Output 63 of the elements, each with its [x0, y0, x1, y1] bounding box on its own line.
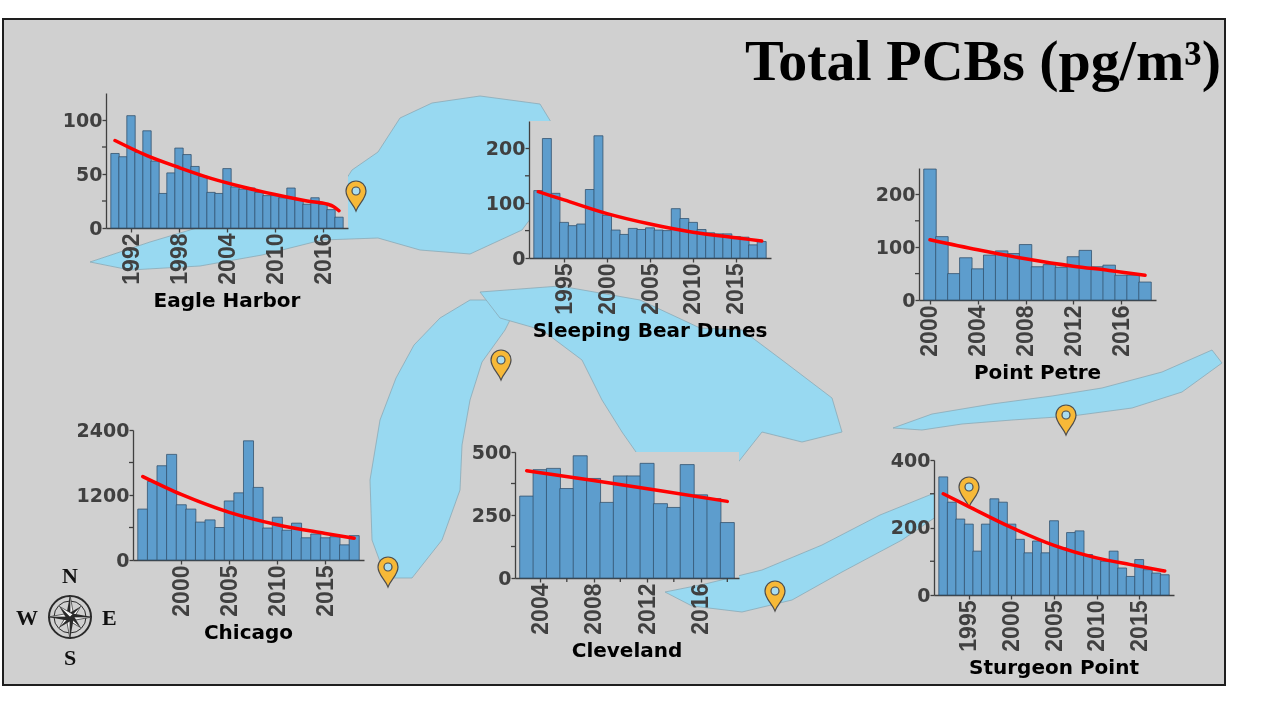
- text: S: [63, 645, 77, 670]
- x-tick-label: 2010: [679, 263, 706, 315]
- text: Chicago: [203, 620, 294, 645]
- y-tick-label: 0: [116, 548, 130, 571]
- y-tick-label: 200: [875, 182, 916, 205]
- x-tick-label: 2015: [311, 565, 338, 617]
- text: Sturgeon Point: [969, 655, 1140, 680]
- y-tick-label: 50: [76, 162, 103, 185]
- x-tick-label: 2016: [1107, 305, 1134, 357]
- x-tick-label: 2004: [964, 305, 991, 357]
- line-series: [941, 492, 1167, 573]
- line-series: [141, 474, 356, 541]
- x-tick-label: 1992: [117, 233, 144, 285]
- x-tick-label: 1998: [165, 233, 192, 285]
- y-tick-label: 100: [875, 235, 916, 258]
- x-tick-label: 2004: [213, 233, 240, 285]
- x-tick-label: 2005: [636, 263, 663, 315]
- y-tick-label: 1200: [76, 483, 130, 506]
- x-tick-label: 2008: [1012, 305, 1039, 357]
- y-tick-label: 500: [471, 440, 512, 463]
- x-tick-label: 2016: [309, 233, 336, 285]
- x-tick-label: 1995: [550, 263, 577, 315]
- y-tick-label: 2400: [76, 418, 130, 441]
- text: E: [102, 605, 117, 630]
- x-tick-label: 2008: [580, 583, 607, 635]
- text: Total PCBs (pg/m³): [744, 28, 1221, 93]
- y-tick-label: 0: [89, 216, 103, 239]
- x-tick-label: 2000: [997, 600, 1024, 652]
- x-tick-label: 2010: [263, 565, 290, 617]
- line-series: [113, 138, 341, 213]
- text: Cleveland: [571, 638, 683, 663]
- text: W: [16, 605, 38, 630]
- x-tick-label: 2004: [526, 583, 553, 635]
- x-tick-label: 2012: [1059, 305, 1086, 357]
- x-tick-label: 2000: [167, 565, 194, 617]
- x-tick-label: 2016: [687, 583, 714, 635]
- y-tick-label: 0: [902, 288, 916, 311]
- x-tick-label: 2015: [722, 263, 749, 315]
- y-tick-label: 0: [917, 583, 931, 606]
- line-series: [524, 468, 730, 504]
- line-series: [536, 189, 764, 243]
- x-tick-label: 2010: [1083, 600, 1110, 652]
- x-tick-label: 2015: [1125, 600, 1152, 652]
- x-tick-label: 2000: [593, 263, 620, 315]
- y-tick-label: 0: [498, 566, 512, 589]
- x-tick-label: 2000: [916, 305, 943, 357]
- y-tick-label: 100: [485, 191, 526, 214]
- y-tick-label: 0: [512, 246, 526, 269]
- y-tick-label: 100: [62, 108, 103, 131]
- text: Sleeping Bear Dunes: [532, 318, 768, 343]
- x-tick-label: 2012: [633, 583, 660, 635]
- text: N: [62, 563, 79, 588]
- x-tick-label: 1995: [955, 600, 982, 652]
- y-tick-label: 200: [485, 136, 526, 159]
- text: Point Petre: [973, 360, 1102, 385]
- x-tick-label: 2005: [1040, 600, 1067, 652]
- line-series: [928, 238, 1147, 277]
- text: Eagle Harbor: [153, 288, 301, 313]
- y-tick-label: 400: [890, 448, 931, 471]
- y-tick-label: 250: [471, 503, 512, 526]
- y-tick-label: 200: [890, 516, 931, 538]
- x-tick-label: 2010: [261, 233, 288, 285]
- x-tick-label: 2005: [215, 565, 242, 617]
